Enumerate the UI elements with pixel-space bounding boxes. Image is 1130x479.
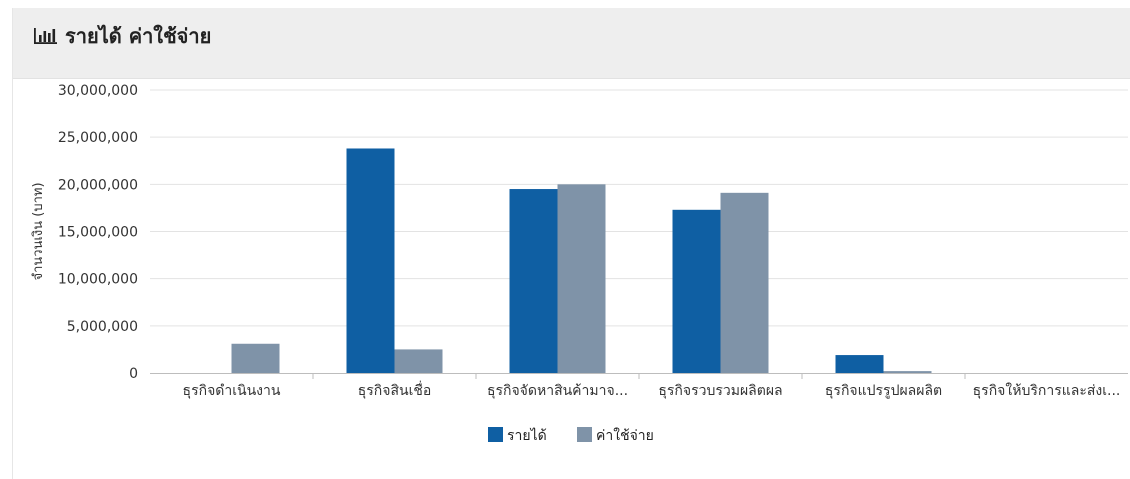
y-tick-label: 10,000,000	[58, 272, 138, 288]
bar	[672, 209, 721, 373]
x-tick-label: ธุรกิจสินเชื่อ	[358, 381, 432, 399]
chart-panel: รายได้ ค่าใช้จ่าย	[12, 8, 1130, 479]
y-tick-label: 20,000,000	[58, 177, 138, 193]
x-tick-label: ธุรกิจจัดหาสินค้ามาจ...	[487, 383, 628, 399]
bar	[346, 148, 395, 373]
bar	[835, 355, 884, 373]
y-tick-label: 30,000,000	[58, 83, 138, 99]
legend-swatch	[577, 427, 592, 442]
y-tick-label: 5,000,000	[67, 319, 138, 335]
x-tick-label: ธุรกิจรวบรวมผลิตผล	[658, 383, 782, 399]
y-axis-label: จำนวนเงิน (บาท)	[31, 182, 46, 280]
y-tick-label: 15,000,000	[58, 225, 138, 241]
bar	[557, 184, 606, 373]
y-tick-label: 25,000,000	[58, 130, 138, 146]
legend-label: ค่าใช้จ่าย	[596, 427, 654, 444]
legend-swatch	[488, 427, 503, 442]
legend-label: รายได้	[507, 427, 547, 444]
bar	[231, 343, 280, 373]
panel-header: รายได้ ค่าใช้จ่าย	[13, 8, 1130, 79]
panel-title: รายได้ ค่าใช้จ่าย	[65, 24, 212, 48]
x-tick-label: ธุรกิจให้บริการและส่งเ...	[973, 382, 1121, 399]
panel-title-group: รายได้ ค่าใช้จ่าย	[33, 22, 211, 50]
bar	[394, 349, 443, 373]
x-tick-label: ธุรกิจแปรรูปผลผลิต	[825, 383, 942, 399]
y-tick-label: 0	[129, 366, 138, 382]
bar	[883, 371, 932, 373]
bar	[509, 189, 558, 373]
bar	[720, 192, 769, 373]
bar-chart-icon	[34, 28, 57, 44]
x-tick-label: ธุรกิจดำเนินงาน	[183, 383, 281, 399]
